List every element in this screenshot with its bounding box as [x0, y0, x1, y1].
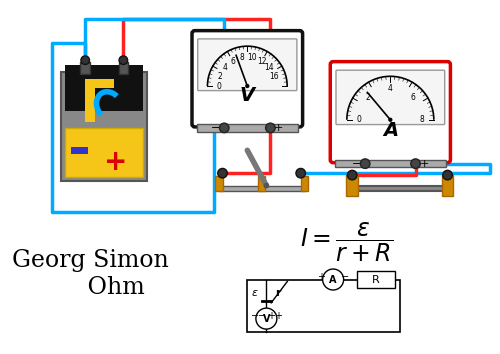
Text: 6: 6	[230, 57, 235, 66]
Text: +: +	[274, 310, 282, 321]
Text: A: A	[330, 274, 337, 285]
Text: 2: 2	[218, 72, 222, 81]
Text: +: +	[420, 159, 429, 169]
Text: +: +	[104, 148, 128, 176]
Bar	[62, 72, 147, 181]
Bar	[71, 147, 88, 154]
Circle shape	[256, 308, 277, 329]
Text: 8: 8	[420, 115, 424, 124]
Text: V: V	[240, 86, 255, 105]
Bar	[442, 175, 454, 196]
Text: −: −	[211, 123, 220, 133]
Bar	[118, 62, 128, 74]
Text: 2: 2	[366, 93, 370, 102]
Text: 12: 12	[257, 57, 266, 66]
Circle shape	[81, 56, 90, 64]
Bar	[300, 176, 308, 191]
Circle shape	[218, 169, 228, 178]
Text: r: r	[275, 288, 280, 298]
Circle shape	[410, 159, 420, 169]
Circle shape	[389, 118, 392, 121]
Text: 0: 0	[216, 81, 221, 91]
Circle shape	[264, 183, 269, 188]
Text: −: −	[258, 311, 266, 321]
Circle shape	[360, 159, 370, 169]
Bar	[218, 185, 304, 191]
Text: −: −	[251, 310, 259, 321]
Circle shape	[322, 269, 344, 290]
Bar	[80, 62, 90, 74]
Bar	[335, 160, 446, 167]
Text: R: R	[372, 274, 380, 285]
Circle shape	[246, 85, 248, 87]
Text: 6: 6	[410, 93, 415, 102]
Bar	[352, 185, 448, 191]
Text: V: V	[262, 314, 270, 324]
Text: 14: 14	[264, 63, 274, 72]
Text: $I = \dfrac{\varepsilon}{r + R}$: $I = \dfrac{\varepsilon}{r + R}$	[300, 221, 393, 264]
Bar	[65, 128, 144, 177]
Polygon shape	[85, 79, 114, 122]
Text: A: A	[383, 121, 398, 140]
Text: Georg Simon
       Ohm: Georg Simon Ohm	[12, 250, 168, 299]
Bar	[215, 176, 222, 191]
Circle shape	[443, 170, 452, 180]
Bar	[248, 280, 400, 332]
Circle shape	[348, 170, 357, 180]
Text: 4: 4	[388, 84, 393, 93]
Text: 4: 4	[223, 63, 228, 72]
Bar	[357, 271, 395, 288]
Circle shape	[220, 123, 229, 133]
FancyBboxPatch shape	[198, 39, 297, 91]
Circle shape	[266, 123, 275, 133]
Text: 16: 16	[270, 72, 279, 81]
Bar	[65, 65, 144, 111]
Text: +: +	[274, 123, 283, 133]
Text: −: −	[342, 272, 349, 281]
Text: 8: 8	[240, 53, 244, 62]
Circle shape	[119, 56, 128, 64]
Text: −: −	[352, 159, 362, 169]
Text: 10: 10	[248, 53, 257, 62]
Text: $\varepsilon$: $\varepsilon$	[251, 288, 259, 298]
Text: +: +	[316, 272, 324, 281]
Bar	[346, 175, 358, 196]
FancyBboxPatch shape	[330, 62, 450, 163]
Circle shape	[296, 169, 306, 178]
FancyBboxPatch shape	[192, 31, 302, 127]
Text: +: +	[267, 311, 275, 321]
FancyBboxPatch shape	[336, 70, 444, 125]
Text: 0: 0	[356, 115, 362, 124]
Bar	[197, 124, 298, 132]
Bar	[258, 176, 266, 191]
